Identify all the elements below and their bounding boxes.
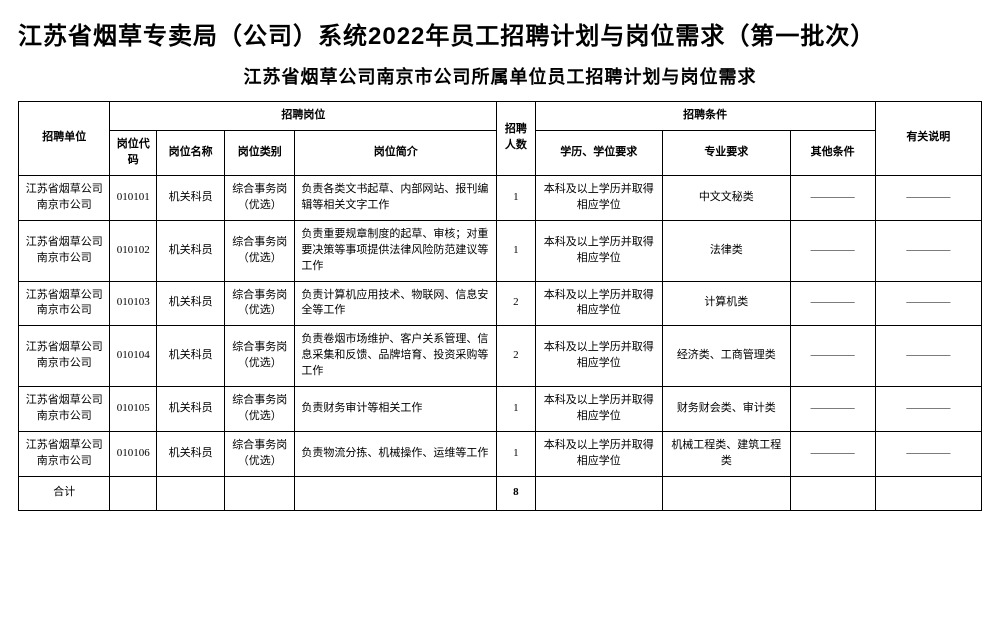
table-head: 招聘单位 招聘岗位 招聘人数 招聘条件 有关说明 岗位代码 岗位名称 岗位类别 … [19, 102, 982, 176]
th-edu: 学历、学位要求 [535, 130, 663, 175]
cell-major: 计算机类 [663, 281, 791, 326]
total-blank [157, 476, 225, 510]
table-body: 江苏省烟草公司南京市公司010101机关科员综合事务岗（优选）负责各类文书起草、… [19, 175, 982, 476]
cell-count: 1 [497, 387, 535, 432]
cell-major: 中文文秘类 [663, 175, 791, 220]
cell-unit: 江苏省烟草公司南京市公司 [19, 387, 110, 432]
th-cond-group: 招聘条件 [535, 102, 875, 131]
th-code: 岗位代码 [110, 130, 157, 175]
total-blank [535, 476, 663, 510]
cell-ptype: 综合事务岗（优选） [225, 281, 295, 326]
cell-ptype: 综合事务岗（优选） [225, 220, 295, 281]
cell-pname: 机关科员 [157, 326, 225, 387]
total-blank [790, 476, 875, 510]
cell-major: 法律类 [663, 220, 791, 281]
cell-note: ———— [875, 326, 981, 387]
cell-other: ———— [790, 281, 875, 326]
cell-other: ———— [790, 387, 875, 432]
th-unit: 招聘单位 [19, 102, 110, 176]
cell-ptype: 综合事务岗（优选） [225, 387, 295, 432]
cell-unit: 江苏省烟草公司南京市公司 [19, 175, 110, 220]
cell-ptype: 综合事务岗（优选） [225, 432, 295, 477]
cell-edu: 本科及以上学历并取得相应学位 [535, 281, 663, 326]
sub-title: 江苏省烟草公司南京市公司所属单位员工招聘计划与岗位需求 [18, 63, 982, 89]
cell-desc: 负责物流分拣、机械操作、运维等工作 [295, 432, 497, 477]
th-other: 其他条件 [790, 130, 875, 175]
cell-other: ———— [790, 220, 875, 281]
cell-desc: 负责计算机应用技术、物联网、信息安全等工作 [295, 281, 497, 326]
cell-desc: 负责重要规章制度的起草、审核；对重要决策等事项提供法律风险防范建议等工作 [295, 220, 497, 281]
total-count: 8 [497, 476, 535, 510]
cell-edu: 本科及以上学历并取得相应学位 [535, 432, 663, 477]
cell-ptype: 综合事务岗（优选） [225, 326, 295, 387]
cell-major: 机械工程类、建筑工程类 [663, 432, 791, 477]
cell-edu: 本科及以上学历并取得相应学位 [535, 387, 663, 432]
th-count: 招聘人数 [497, 102, 535, 176]
cell-pname: 机关科员 [157, 432, 225, 477]
cell-edu: 本科及以上学历并取得相应学位 [535, 175, 663, 220]
th-note: 有关说明 [875, 102, 981, 176]
cell-desc: 负责各类文书起草、内部网站、报刊编辑等相关文字工作 [295, 175, 497, 220]
cell-note: ———— [875, 281, 981, 326]
table-row: 江苏省烟草公司南京市公司010102机关科员综合事务岗（优选）负责重要规章制度的… [19, 220, 982, 281]
table-row: 江苏省烟草公司南京市公司010106机关科员综合事务岗（优选）负责物流分拣、机械… [19, 432, 982, 477]
cell-count: 1 [497, 175, 535, 220]
total-row: 合计 8 [19, 476, 982, 510]
cell-code: 010103 [110, 281, 157, 326]
cell-note: ———— [875, 432, 981, 477]
cell-unit: 江苏省烟草公司南京市公司 [19, 432, 110, 477]
table-row: 江苏省烟草公司南京市公司010103机关科员综合事务岗（优选）负责计算机应用技术… [19, 281, 982, 326]
th-position-group: 招聘岗位 [110, 102, 497, 131]
cell-pname: 机关科员 [157, 220, 225, 281]
th-desc: 岗位简介 [295, 130, 497, 175]
cell-code: 010105 [110, 387, 157, 432]
cell-code: 010101 [110, 175, 157, 220]
total-blank [225, 476, 295, 510]
cell-desc: 负责卷烟市场维护、客户关系管理、信息采集和反馈、品牌培育、投资采购等工作 [295, 326, 497, 387]
cell-unit: 江苏省烟草公司南京市公司 [19, 281, 110, 326]
cell-other: ———— [790, 432, 875, 477]
cell-desc: 负责财务审计等相关工作 [295, 387, 497, 432]
recruitment-table: 招聘单位 招聘岗位 招聘人数 招聘条件 有关说明 岗位代码 岗位名称 岗位类别 … [18, 101, 982, 511]
cell-pname: 机关科员 [157, 387, 225, 432]
cell-count: 1 [497, 432, 535, 477]
main-title: 江苏省烟草专卖局（公司）系统2022年员工招聘计划与岗位需求（第一批次） [18, 16, 982, 51]
cell-pname: 机关科员 [157, 175, 225, 220]
cell-note: ———— [875, 387, 981, 432]
cell-major: 经济类、工商管理类 [663, 326, 791, 387]
total-blank [110, 476, 157, 510]
cell-note: ———— [875, 220, 981, 281]
cell-code: 010104 [110, 326, 157, 387]
cell-note: ———— [875, 175, 981, 220]
table-row: 江苏省烟草公司南京市公司010104机关科员综合事务岗（优选）负责卷烟市场维护、… [19, 326, 982, 387]
cell-major: 财务财会类、审计类 [663, 387, 791, 432]
cell-code: 010106 [110, 432, 157, 477]
th-pname: 岗位名称 [157, 130, 225, 175]
th-ptype: 岗位类别 [225, 130, 295, 175]
cell-other: ———— [790, 326, 875, 387]
cell-edu: 本科及以上学历并取得相应学位 [535, 326, 663, 387]
cell-count: 2 [497, 326, 535, 387]
cell-count: 1 [497, 220, 535, 281]
table-row: 江苏省烟草公司南京市公司010105机关科员综合事务岗（优选）负责财务审计等相关… [19, 387, 982, 432]
cell-unit: 江苏省烟草公司南京市公司 [19, 220, 110, 281]
th-major: 专业要求 [663, 130, 791, 175]
cell-ptype: 综合事务岗（优选） [225, 175, 295, 220]
cell-edu: 本科及以上学历并取得相应学位 [535, 220, 663, 281]
total-label: 合计 [19, 476, 110, 510]
total-blank [663, 476, 791, 510]
cell-code: 010102 [110, 220, 157, 281]
cell-unit: 江苏省烟草公司南京市公司 [19, 326, 110, 387]
cell-pname: 机关科员 [157, 281, 225, 326]
table-row: 江苏省烟草公司南京市公司010101机关科员综合事务岗（优选）负责各类文书起草、… [19, 175, 982, 220]
total-blank [875, 476, 981, 510]
cell-other: ———— [790, 175, 875, 220]
total-blank [295, 476, 497, 510]
cell-count: 2 [497, 281, 535, 326]
